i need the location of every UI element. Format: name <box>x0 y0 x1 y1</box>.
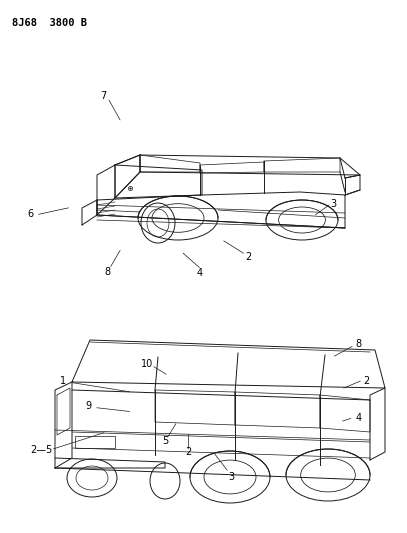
Text: 2: 2 <box>245 252 252 262</box>
Text: 2: 2 <box>363 376 370 386</box>
Text: 1: 1 <box>60 376 66 386</box>
Bar <box>75 436 115 448</box>
Text: 6: 6 <box>27 209 34 219</box>
Text: 4: 4 <box>196 268 203 278</box>
Text: 2: 2 <box>185 447 191 457</box>
Text: 10: 10 <box>141 359 153 368</box>
Text: 5: 5 <box>162 437 168 446</box>
Text: 4: 4 <box>355 414 361 423</box>
Text: 3: 3 <box>228 472 234 482</box>
Text: 8: 8 <box>355 339 361 349</box>
Text: 9: 9 <box>85 401 92 411</box>
Text: 7: 7 <box>101 91 107 101</box>
Text: 8: 8 <box>105 267 111 277</box>
Text: 8J68  3800 B: 8J68 3800 B <box>12 18 87 28</box>
Text: 2—5: 2—5 <box>31 446 53 455</box>
Text: 3: 3 <box>330 199 337 208</box>
